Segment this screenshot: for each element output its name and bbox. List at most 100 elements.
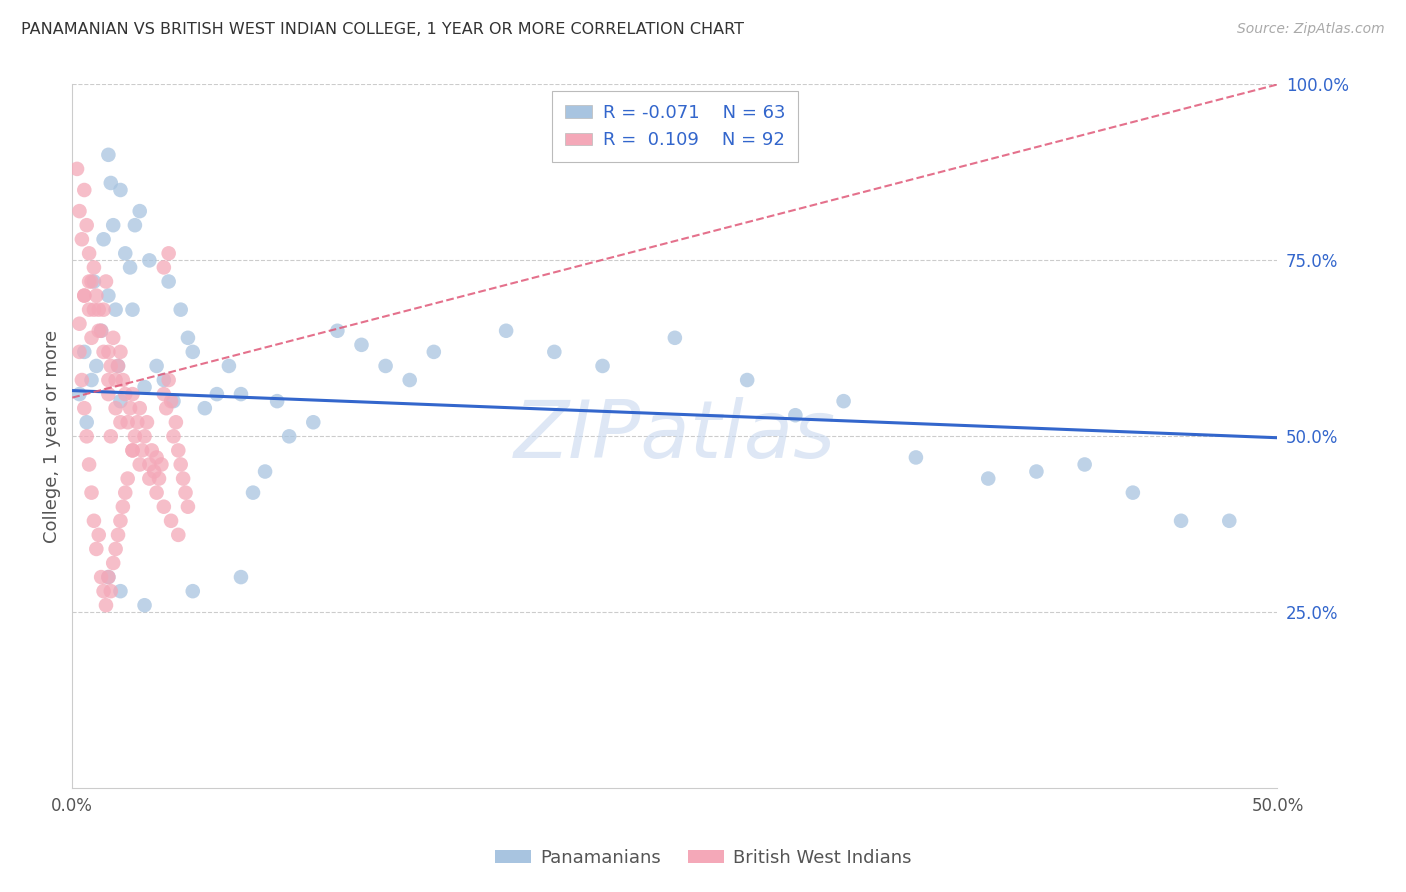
Point — [398, 373, 420, 387]
Point — [97, 373, 120, 387]
Text: ZIPatlas: ZIPatlas — [513, 397, 837, 475]
Point — [83, 275, 105, 289]
Point — [121, 443, 143, 458]
Point — [205, 387, 228, 401]
Point — [423, 344, 446, 359]
Point — [87, 302, 110, 317]
Point — [170, 302, 193, 317]
Point — [128, 458, 150, 472]
Point — [229, 570, 252, 584]
Point — [97, 387, 120, 401]
Point — [160, 394, 183, 409]
Point — [110, 183, 132, 197]
Point — [121, 387, 143, 401]
Point — [157, 373, 180, 387]
Legend: R = -0.071    N = 63, R =  0.109    N = 92: R = -0.071 N = 63, R = 0.109 N = 92 — [553, 92, 797, 161]
Point — [76, 218, 98, 232]
Point — [83, 514, 105, 528]
Point — [93, 232, 115, 246]
Point — [114, 485, 136, 500]
Point — [266, 394, 288, 409]
Point — [97, 570, 120, 584]
Point — [73, 401, 96, 416]
Point — [148, 472, 170, 486]
Point — [77, 302, 100, 317]
Point — [120, 260, 142, 275]
Point — [153, 500, 176, 514]
Point — [174, 485, 197, 500]
Point — [110, 514, 132, 528]
Point — [177, 500, 200, 514]
Point — [543, 344, 565, 359]
Point — [87, 324, 110, 338]
Point — [97, 148, 120, 162]
Point — [104, 373, 127, 387]
Point — [145, 359, 167, 373]
Point — [73, 288, 96, 302]
Point — [90, 324, 112, 338]
Point — [80, 331, 103, 345]
Point — [93, 344, 115, 359]
Point — [157, 246, 180, 260]
Point — [121, 443, 143, 458]
Point — [100, 176, 122, 190]
Point — [165, 415, 187, 429]
Point — [93, 584, 115, 599]
Point — [69, 387, 91, 401]
Point — [73, 183, 96, 197]
Point — [350, 338, 373, 352]
Point — [100, 429, 122, 443]
Legend: Panamanians, British West Indians: Panamanians, British West Indians — [488, 842, 918, 874]
Point — [73, 288, 96, 302]
Point — [83, 302, 105, 317]
Point — [124, 218, 146, 232]
Point — [242, 485, 264, 500]
Point — [100, 584, 122, 599]
Point — [181, 344, 204, 359]
Point — [86, 359, 108, 373]
Point — [117, 472, 139, 486]
Point — [153, 260, 176, 275]
Point — [104, 541, 127, 556]
Point — [145, 485, 167, 500]
Y-axis label: College, 1 year or more: College, 1 year or more — [44, 330, 60, 543]
Point — [145, 450, 167, 465]
Point — [70, 232, 93, 246]
Point — [77, 275, 100, 289]
Point — [1170, 514, 1192, 528]
Point — [592, 359, 614, 373]
Point — [97, 344, 120, 359]
Point — [136, 415, 159, 429]
Point — [69, 317, 91, 331]
Point — [138, 458, 160, 472]
Point — [100, 359, 122, 373]
Point — [80, 373, 103, 387]
Point — [90, 324, 112, 338]
Point — [157, 275, 180, 289]
Point — [111, 500, 134, 514]
Point — [107, 528, 129, 542]
Point — [120, 401, 142, 416]
Point — [162, 394, 184, 409]
Point — [167, 443, 190, 458]
Point — [90, 570, 112, 584]
Point — [229, 387, 252, 401]
Point — [107, 359, 129, 373]
Point — [128, 204, 150, 219]
Point — [131, 443, 153, 458]
Point — [93, 302, 115, 317]
Point — [77, 458, 100, 472]
Point — [278, 429, 301, 443]
Point — [155, 401, 177, 416]
Point — [218, 359, 240, 373]
Point — [134, 380, 156, 394]
Point — [735, 373, 758, 387]
Point — [97, 288, 120, 302]
Point — [94, 599, 117, 613]
Point — [110, 394, 132, 409]
Point — [134, 429, 156, 443]
Point — [70, 373, 93, 387]
Point — [121, 302, 143, 317]
Point — [127, 415, 149, 429]
Point — [83, 260, 105, 275]
